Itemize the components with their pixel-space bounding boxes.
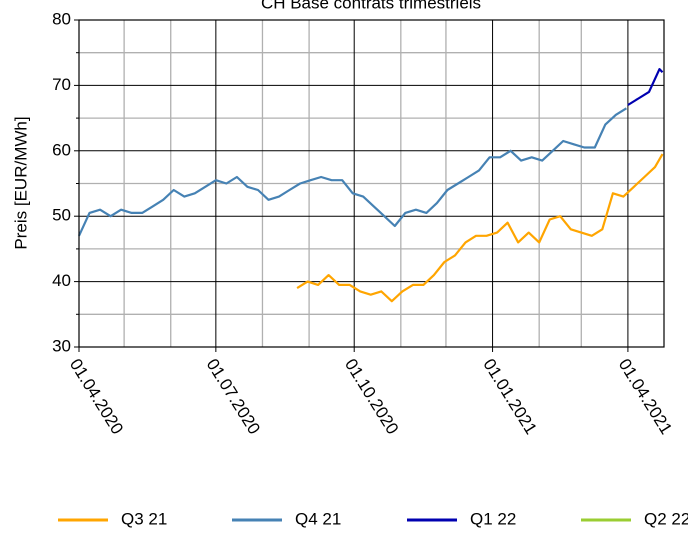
x-tick-label: 01.07.2020 (203, 355, 264, 437)
legend-label: Q2 22 (644, 509, 688, 528)
series-line (78, 107, 627, 237)
legend-label: Q4 21 (295, 509, 341, 528)
x-tick-label: 01.01.2021 (479, 355, 540, 437)
y-tick-label: 30 (52, 336, 71, 355)
legend-label: Q3 21 (121, 509, 167, 528)
y-tick-label: 40 (52, 271, 71, 290)
y-tick-label: 70 (52, 75, 71, 94)
x-tick-label: 01.10.2020 (341, 355, 402, 437)
legend-label: Q1 22 (470, 509, 516, 528)
series-line (627, 67, 664, 106)
chart-title: CH Base contrats trimestriels (261, 0, 481, 12)
x-tick-label: 01.04.2021 (615, 355, 676, 437)
y-tick-label: 80 (52, 9, 71, 28)
y-tick-label: 50 (52, 206, 71, 225)
plot-frame (78, 19, 665, 348)
x-tick-label: 01.04.2020 (66, 355, 127, 437)
series-line (296, 153, 664, 303)
y-axis-label: Preis [EUR/MWh] (11, 116, 30, 249)
y-tick-label: 60 (52, 140, 71, 159)
